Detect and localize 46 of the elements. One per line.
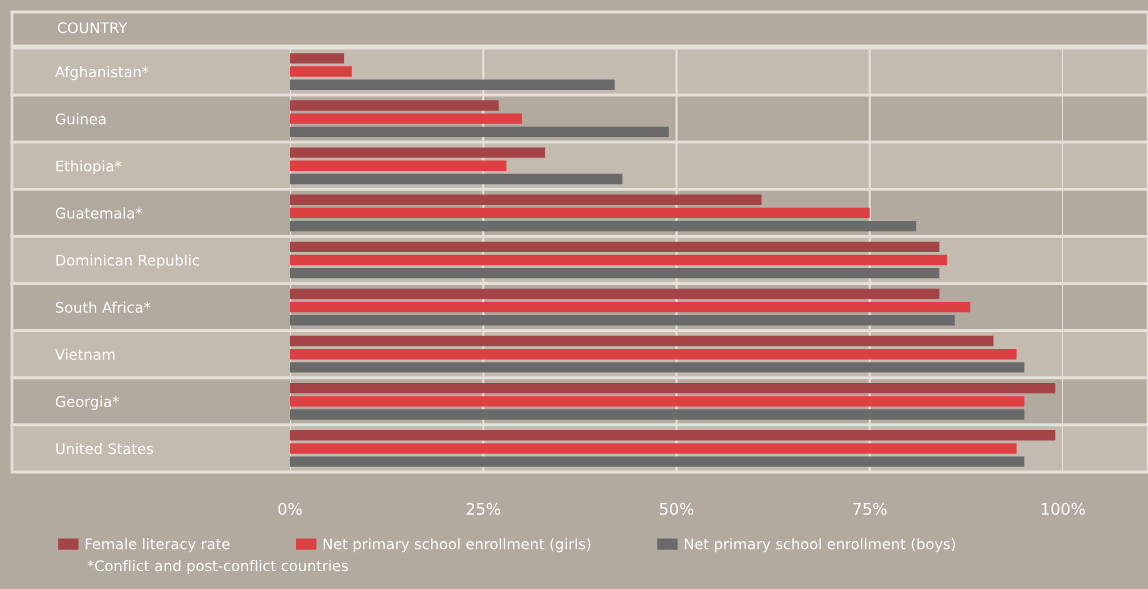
legend-label: Female literacy rate bbox=[85, 538, 230, 553]
y-tick-label: South Africa* bbox=[55, 301, 151, 313]
y-tick-label: Georgia* bbox=[55, 395, 120, 410]
bar bbox=[290, 79, 615, 90]
bar bbox=[290, 409, 1025, 420]
text: *Conflict and post-conflict countries bbox=[87, 559, 348, 575]
bar bbox=[290, 207, 870, 219]
bar bbox=[290, 443, 1017, 454]
bar bbox=[290, 349, 1017, 360]
y-tick-label: Vietnam bbox=[55, 348, 115, 360]
bar bbox=[290, 315, 955, 326]
bar bbox=[290, 456, 1025, 467]
legend-label: Net primary school enrollment (girls) bbox=[323, 538, 591, 553]
bar bbox=[290, 126, 669, 138]
x-tick-label: 100% bbox=[1041, 502, 1085, 515]
x-tick-label: 25% bbox=[466, 502, 501, 515]
x-tick-label: 50% bbox=[659, 502, 694, 515]
bar bbox=[290, 254, 948, 266]
bar bbox=[290, 113, 522, 124]
x-tick-label: 75% bbox=[853, 502, 887, 515]
y-axis-title: COUNTRY bbox=[57, 22, 128, 34]
bar bbox=[290, 288, 940, 300]
y-tick-label: Dominican Republic bbox=[56, 254, 199, 269]
y-tick-label: Guinea bbox=[55, 113, 106, 125]
bar bbox=[290, 100, 499, 111]
bar bbox=[290, 362, 1025, 373]
bar bbox=[290, 241, 940, 252]
bar bbox=[290, 430, 1056, 441]
bar bbox=[290, 160, 507, 171]
bar bbox=[290, 220, 917, 232]
bar bbox=[290, 53, 345, 64]
y-tick-label: United States bbox=[56, 442, 154, 455]
x-tick-label: 0% bbox=[278, 502, 302, 515]
bar bbox=[290, 382, 1056, 394]
bar bbox=[290, 335, 994, 347]
y-tick-label: Ethiopia* bbox=[56, 160, 122, 175]
bar bbox=[290, 147, 546, 158]
bar bbox=[290, 301, 971, 313]
legend-label: Net primary school enrollment (boys) bbox=[684, 538, 956, 553]
bar bbox=[290, 194, 762, 205]
bar bbox=[290, 396, 1025, 407]
bar bbox=[290, 173, 623, 185]
bar bbox=[290, 66, 352, 77]
y-tick-label: Guatemala* bbox=[55, 207, 143, 219]
y-tick-label: Afghanistan* bbox=[55, 66, 149, 81]
bar bbox=[290, 268, 940, 279]
